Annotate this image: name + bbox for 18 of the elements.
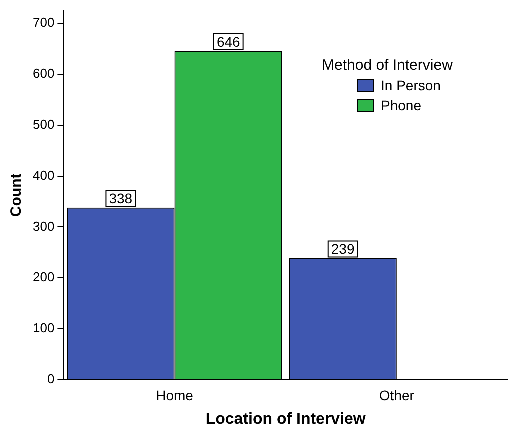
y-tick-label: 200 — [32, 270, 55, 285]
y-tick-label: 600 — [32, 66, 55, 82]
y-tick-label: 100 — [32, 320, 55, 336]
y-axis-title: Count — [8, 174, 26, 218]
x-tick-label: Home — [156, 387, 194, 404]
data-label: 646 — [216, 34, 241, 50]
y-tick-label: 0 — [47, 372, 55, 387]
y-tick-label: 500 — [32, 116, 55, 132]
legend-label: In Person — [381, 78, 441, 94]
y-tick-label: 400 — [32, 168, 55, 183]
y-tick-label: 700 — [32, 15, 55, 30]
data-label: 239 — [331, 241, 355, 258]
x-axis-title: Location of Interview — [206, 410, 366, 428]
x-tick-label: Other — [379, 387, 415, 404]
y-tick-label: 300 — [32, 218, 55, 234]
data-label: 338 — [109, 190, 133, 207]
legend-title: Method of Interview — [322, 56, 454, 74]
legend-label: Phone — [381, 98, 422, 114]
